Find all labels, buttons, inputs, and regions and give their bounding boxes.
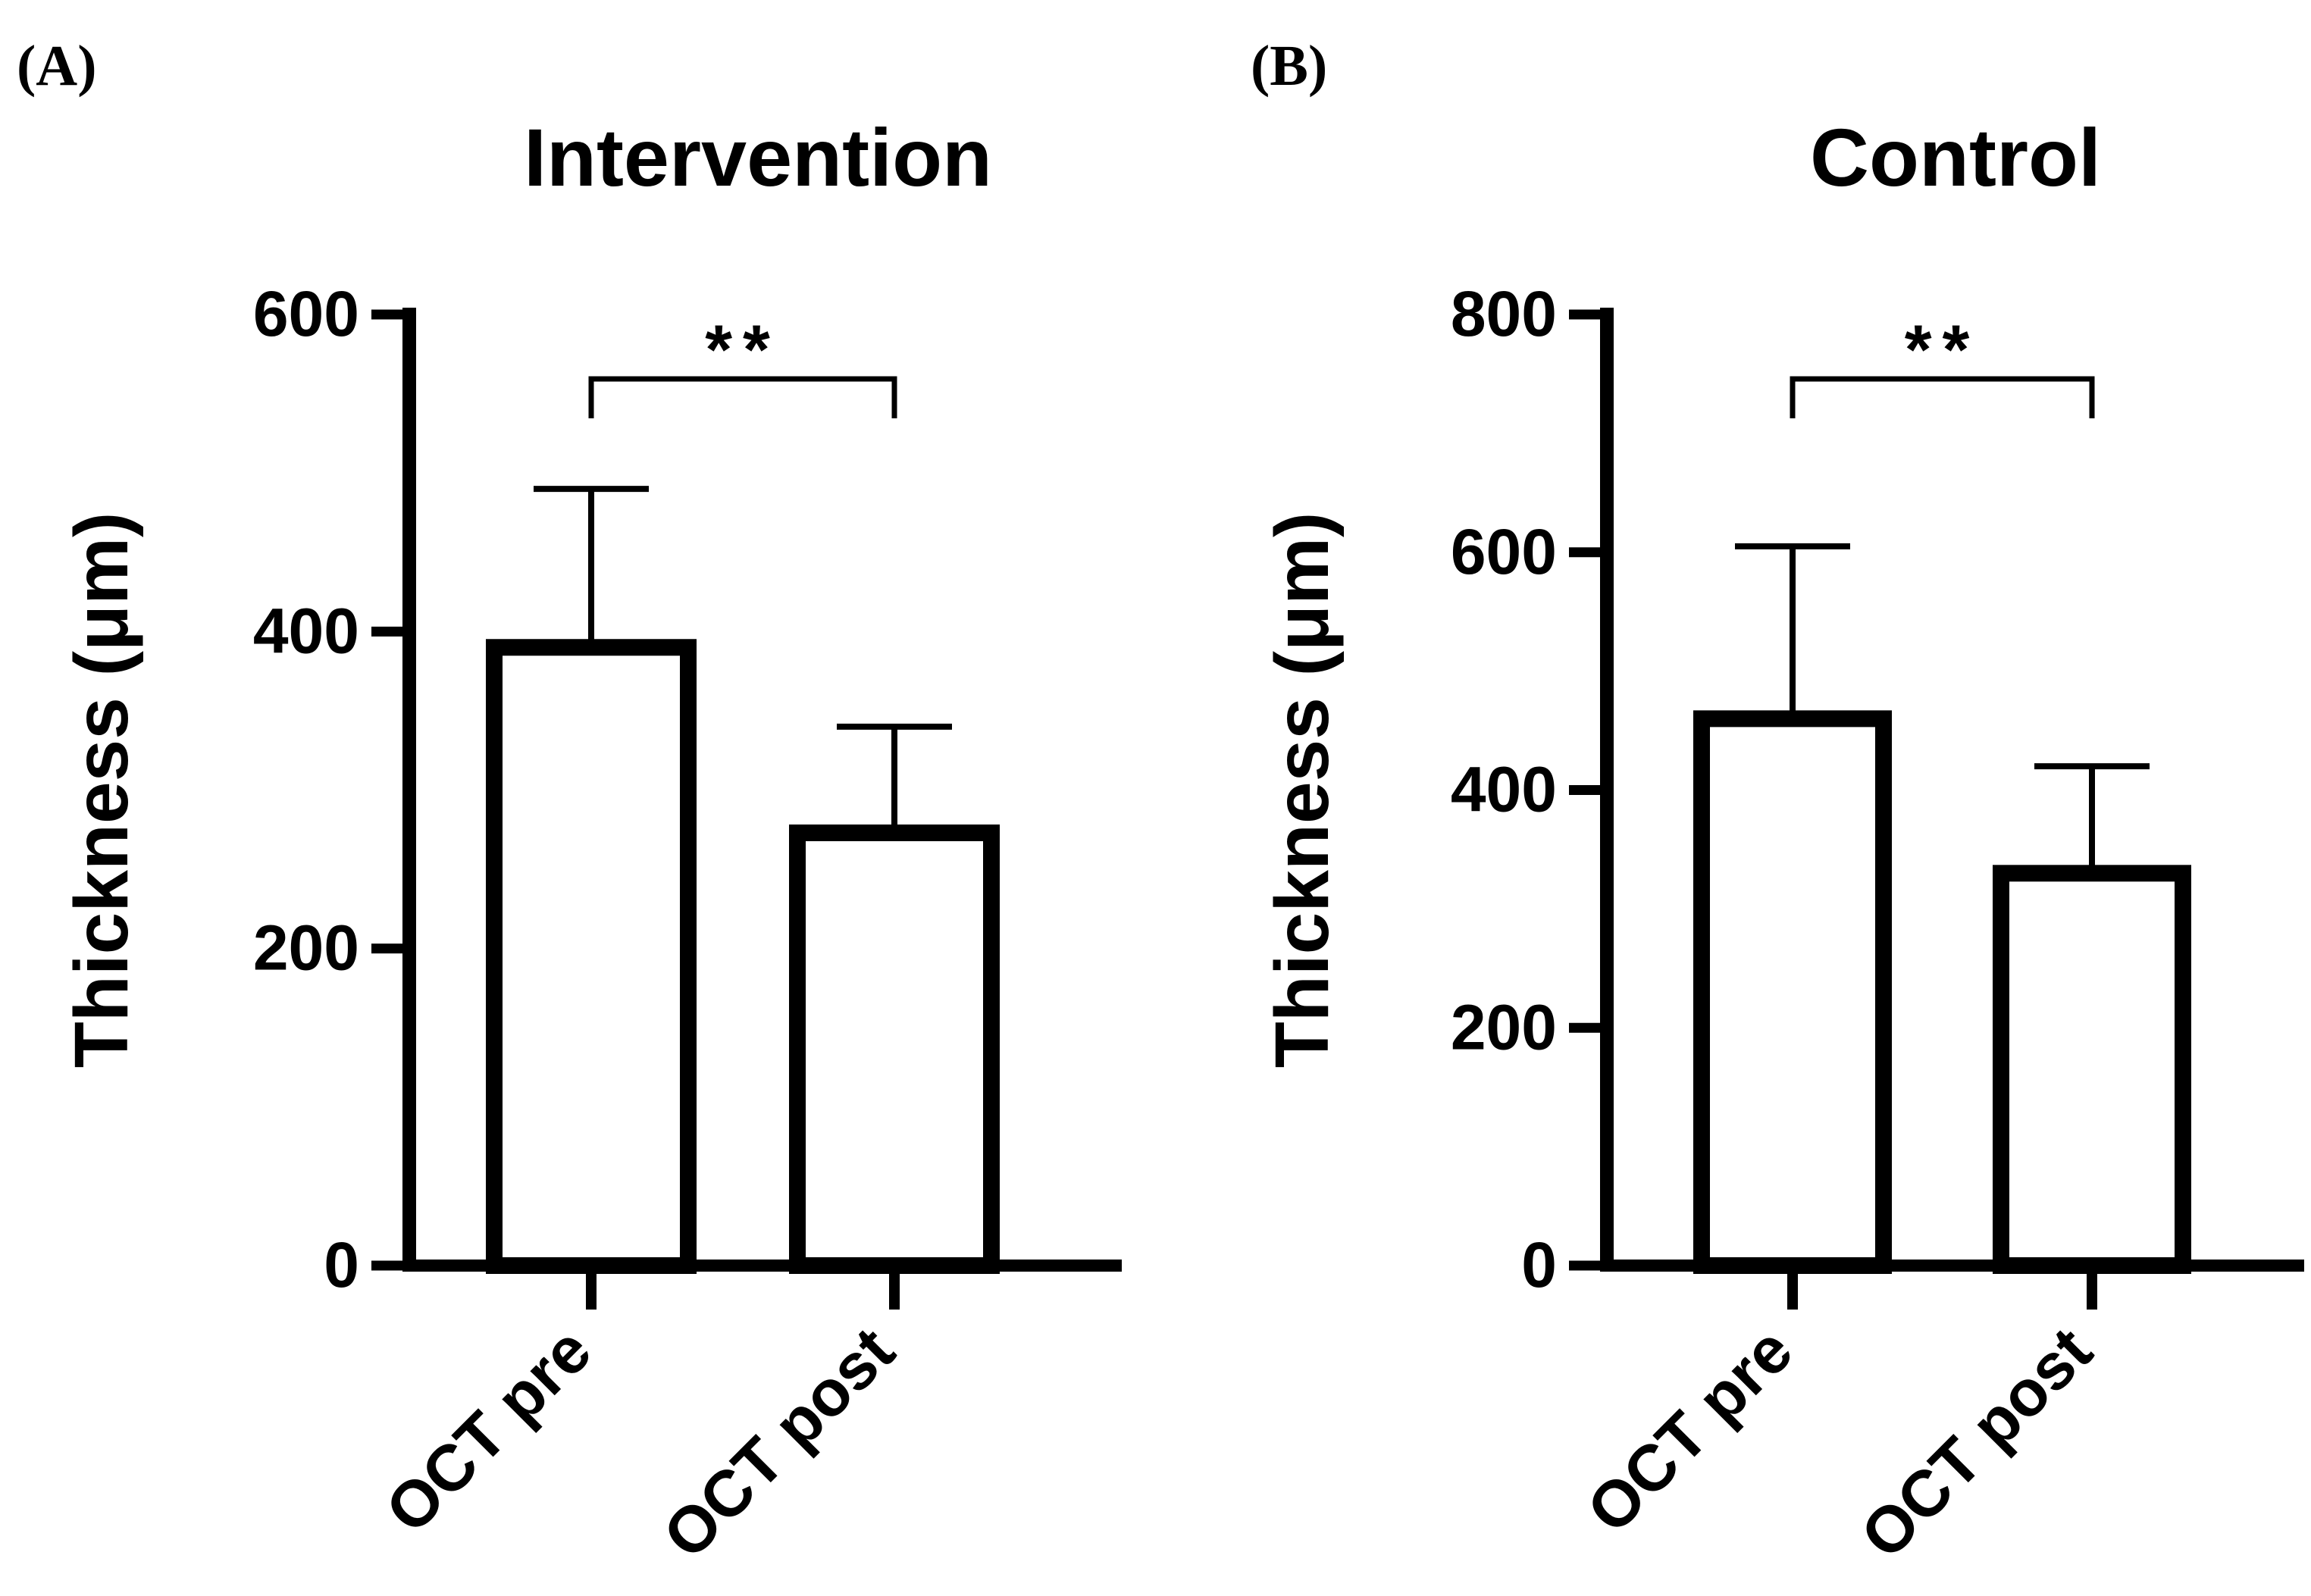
significance-bracket-a [588, 376, 897, 418]
y-tick-label-a-600: 600 [253, 278, 359, 349]
x-category-label-b-oct-pre: OCT pre [1574, 1314, 1807, 1547]
chart-title-b: Control [1810, 111, 2101, 203]
bar-b-oct-pre [1693, 710, 1892, 1274]
y-tick-label-b-200: 200 [1451, 991, 1557, 1062]
y-tick-label-b-0: 0 [1521, 1229, 1557, 1300]
x-category-label-a-oct-pre: OCT pre [372, 1314, 606, 1547]
y-tick-label-b-600: 600 [1451, 516, 1557, 587]
panel-a: (A) Intervention 600 400 200 0 Thickness (μm) O… [17, 34, 1122, 1573]
bar-a-oct-pre [486, 639, 697, 1274]
bar-b-oct-post [1993, 865, 2191, 1274]
bar-a-oct-post [789, 824, 1000, 1274]
significance-stars-a: ** [705, 311, 781, 389]
significance-stars-b: ** [1905, 311, 1981, 389]
significance-bracket-b [1790, 376, 2095, 418]
chart-title-a: Intervention [524, 111, 992, 203]
y-axis-label-b: Thickness (μm) [1260, 512, 1345, 1069]
panel-letter-b: (B) [1251, 34, 1327, 98]
y-axis-label-a: Thickness (μm) [59, 512, 144, 1069]
x-category-label-b-oct-post: OCT post [1847, 1314, 2106, 1573]
y-tick-label-a-0: 0 [324, 1229, 359, 1300]
y-tick-label-a-400: 400 [253, 595, 359, 666]
panel-letter-a: (A) [17, 34, 97, 98]
y-tick-label-a-200: 200 [253, 912, 359, 984]
x-category-label-a-oct-post: OCT post [650, 1314, 909, 1573]
panel-b: (B) Control 800 600 400 200 0 Thickness (μm) OCT… [1251, 34, 2304, 1573]
y-tick-label-b-400: 400 [1451, 754, 1557, 825]
y-tick-label-b-800: 800 [1451, 278, 1557, 349]
